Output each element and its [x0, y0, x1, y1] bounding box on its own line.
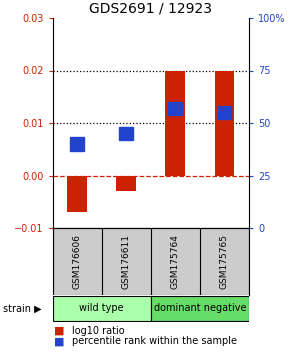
- Text: percentile rank within the sample: percentile rank within the sample: [72, 336, 237, 347]
- Text: strain ▶: strain ▶: [3, 303, 42, 314]
- Text: GSM176611: GSM176611: [122, 234, 131, 289]
- Text: GSM175765: GSM175765: [220, 234, 229, 289]
- Bar: [119, 127, 133, 140]
- Bar: [218, 106, 231, 119]
- Text: GSM175764: GSM175764: [171, 234, 180, 289]
- Bar: [166, 70, 185, 176]
- Title: GDS2691 / 12923: GDS2691 / 12923: [89, 1, 212, 16]
- Bar: [168, 102, 182, 115]
- Bar: [151, 296, 249, 321]
- Bar: [52, 296, 151, 321]
- Text: ■: ■: [54, 336, 64, 347]
- Bar: [116, 176, 136, 191]
- Text: GSM176606: GSM176606: [73, 234, 82, 289]
- Text: log10 ratio: log10 ratio: [72, 326, 124, 336]
- Bar: [67, 176, 87, 212]
- Text: dominant negative: dominant negative: [154, 303, 246, 313]
- Text: ■: ■: [54, 326, 64, 336]
- Text: wild type: wild type: [79, 303, 124, 313]
- Bar: [70, 137, 84, 150]
- Bar: [214, 70, 234, 176]
